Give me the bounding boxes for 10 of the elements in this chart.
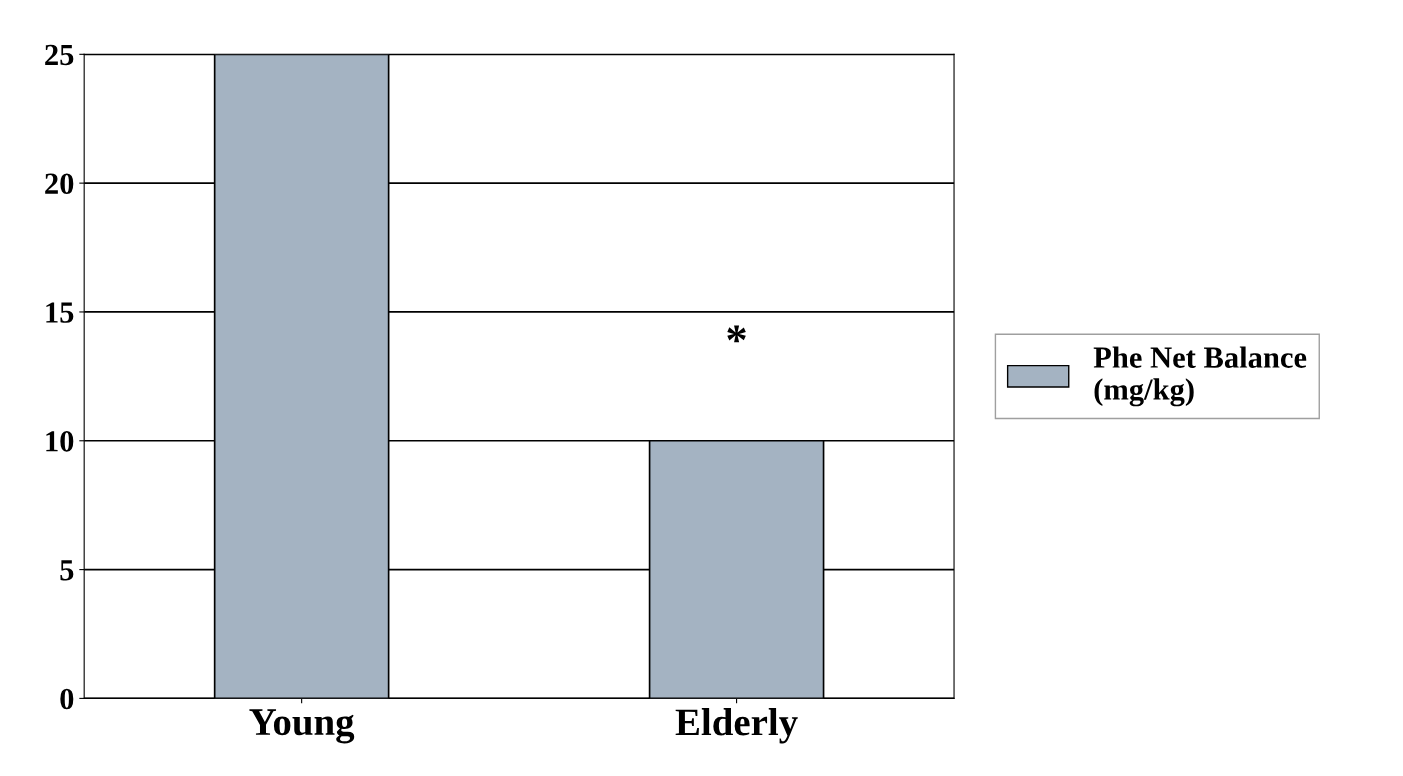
y-tick-label: 15 [46,302,74,323]
x-tick-label: Elderly [675,708,798,744]
annotation: * [727,325,746,343]
legend-label: Phe Net Balance (mg/kg) [1093,346,1307,407]
y-tick-label: 5 [60,560,74,581]
x-tick-label: Young [249,709,355,744]
y-tick-label: 0 [60,688,74,710]
y-tick-label: 10 [46,431,74,452]
y-tick-label: 20 [45,173,74,195]
y-tick-label: 25 [45,44,74,66]
